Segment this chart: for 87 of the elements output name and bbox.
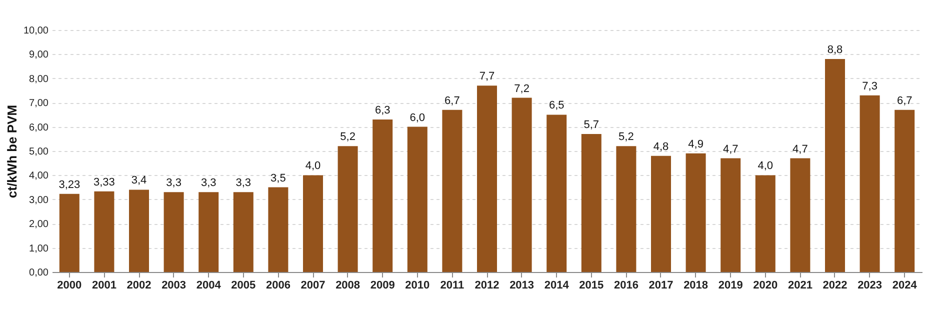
bar <box>755 175 776 272</box>
x-tick-label: 2004 <box>196 280 222 292</box>
data-label: 3,3 <box>166 177 182 190</box>
data-label: 6,5 <box>548 100 564 112</box>
x-tick-label: 2016 <box>614 280 638 292</box>
bar <box>825 59 845 272</box>
x-tick-label: 2012 <box>474 280 500 292</box>
y-tick-label: 2,00 <box>29 219 49 230</box>
y-tick-label: 10,00 <box>23 26 49 36</box>
y-tick-label: 4,00 <box>29 170 49 182</box>
x-tick-label: 2014 <box>544 280 570 292</box>
x-tick-label: 2018 <box>684 280 708 292</box>
data-label: 6,7 <box>896 94 912 107</box>
data-label: 3,23 <box>58 178 80 191</box>
y-tick-label: 6,00 <box>29 122 49 134</box>
x-tick-label: 2023 <box>858 280 882 292</box>
x-tick-label: 2002 <box>126 280 152 292</box>
data-label: 4,7 <box>792 143 808 156</box>
x-tick-label: 2015 <box>579 280 604 292</box>
bar <box>581 134 602 272</box>
data-label: 3,3 <box>236 177 252 190</box>
bar <box>164 192 184 272</box>
data-label: 5,2 <box>618 131 634 144</box>
data-label: 6,7 <box>444 94 460 107</box>
data-label: 6,3 <box>374 104 390 117</box>
data-label: 3,4 <box>131 174 147 187</box>
bar <box>94 191 114 272</box>
bar <box>686 153 706 272</box>
data-label: 4,8 <box>653 140 669 153</box>
data-label: 4,9 <box>688 138 704 150</box>
y-tick-label: 8,00 <box>29 74 49 85</box>
data-label: 4,0 <box>305 160 321 172</box>
data-label: 5,2 <box>340 131 356 144</box>
y-tick-label: 5,00 <box>29 146 49 158</box>
x-tick-label: 2008 <box>336 280 360 292</box>
data-label: 7,7 <box>479 70 495 83</box>
data-label: 4,7 <box>722 143 738 156</box>
y-axis-title: ct/kWh be PVM <box>4 104 20 198</box>
x-tick-label: 2003 <box>162 280 186 292</box>
bar <box>720 158 741 272</box>
bar <box>129 190 149 272</box>
bar <box>442 110 462 272</box>
bar <box>407 126 428 272</box>
x-tick-label: 2020 <box>753 280 778 292</box>
x-tick-label: 2021 <box>788 280 812 292</box>
data-label: 8,8 <box>827 44 843 56</box>
y-tick-label: 1,00 <box>29 243 49 254</box>
bar <box>477 86 497 272</box>
y-tick-label: 3,00 <box>29 194 49 206</box>
bar <box>198 192 219 272</box>
y-tick-label: 7,00 <box>29 98 49 110</box>
bar <box>338 146 358 272</box>
bar <box>546 114 567 272</box>
x-tick-label: 2005 <box>231 280 256 292</box>
data-label: 4,0 <box>758 160 774 172</box>
bar <box>303 175 323 272</box>
x-tick-label: 2019 <box>718 280 743 292</box>
x-tick-label: 2024 <box>892 280 918 292</box>
y-tick-label: 0,00 <box>29 268 49 278</box>
x-tick-label: 2000 <box>57 280 82 292</box>
bar <box>233 192 254 272</box>
bar <box>512 98 532 272</box>
data-label: 6,0 <box>410 112 426 124</box>
x-tick-label: 2013 <box>510 280 534 292</box>
x-tick-label: 2010 <box>405 280 430 292</box>
data-label: 7,3 <box>862 80 878 92</box>
x-tick-label: 2001 <box>92 280 116 292</box>
data-label: 3,5 <box>270 172 286 184</box>
data-label: 3,33 <box>93 176 115 188</box>
bar <box>59 194 80 272</box>
y-tick-label: 9,00 <box>29 50 49 61</box>
x-tick-label: 2017 <box>648 280 674 292</box>
bar <box>372 120 393 272</box>
bar <box>860 95 880 272</box>
x-tick-label: 2022 <box>822 280 848 292</box>
bar <box>616 146 636 272</box>
x-tick-label: 2011 <box>440 280 464 292</box>
bar <box>651 156 671 272</box>
bar <box>268 187 288 272</box>
bar <box>894 110 915 272</box>
data-label: 3,3 <box>200 177 216 190</box>
bar <box>790 158 810 272</box>
x-tick-label: 2007 <box>300 280 326 292</box>
data-label: 7,2 <box>514 82 530 95</box>
x-tick-label: 2009 <box>370 280 395 292</box>
x-tick-label: 2006 <box>266 280 290 292</box>
data-label: 5,7 <box>584 119 600 132</box>
